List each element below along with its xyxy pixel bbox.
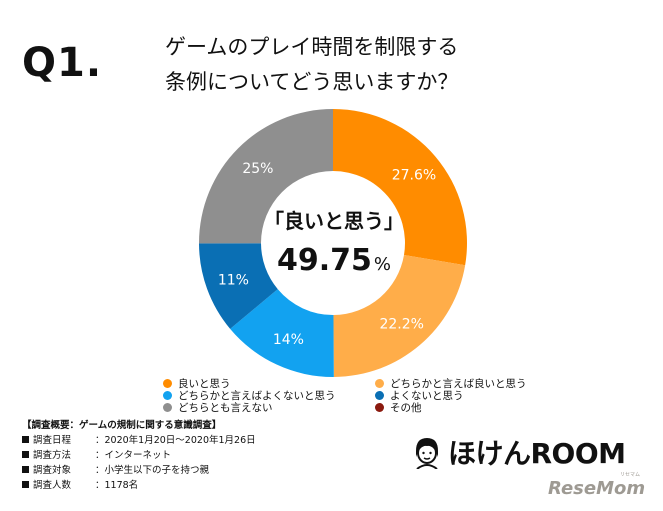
legend-label: その他 <box>390 402 422 414</box>
legend-item-rather-good: どちらかと言えば良いと思う <box>375 378 527 391</box>
legend-label: どちらかと言えばよくないと思う <box>178 390 336 402</box>
legend-label: どちらとも言えない <box>178 402 273 414</box>
bullet-square-icon <box>22 436 29 443</box>
slice-rather-bad <box>230 289 334 377</box>
slice-rather-good <box>333 254 466 377</box>
legend-dot-good <box>163 379 172 388</box>
center-value-unit: % <box>373 254 391 275</box>
survey-value: ：インターネット <box>95 450 172 461</box>
donut-chart: 27.6% 22.2% 14% 11% 25% <box>199 109 467 377</box>
survey-row: 調査対象 ：小学生以下の子を持つ親 <box>22 463 256 478</box>
legend-item-other: その他 <box>375 402 422 415</box>
chart-title: ゲームのプレイ時間を制限する 条例についてどう思いますか？ <box>165 30 545 100</box>
legend-item-neutral: どちらとも言えない <box>163 402 273 415</box>
survey-value: ：小学生以下の子を持つ親 <box>95 465 210 476</box>
survey-summary: 【調査概要：ゲームの規制に関する意識調査】 調査日程 ：2020年1月20日〜20… <box>22 418 256 493</box>
brand-name: ほけんROOM <box>448 437 626 470</box>
slice-neutral <box>199 109 333 244</box>
center-label: 「良いと思う」 <box>264 209 404 233</box>
survey-value: ：1178名 <box>95 480 139 491</box>
legend-dot-neutral <box>163 403 172 412</box>
survey-key: 調査日程 <box>33 435 72 446</box>
slice-rather-good-label: 22.2% <box>379 317 423 333</box>
survey-row: 調査方法 ：インターネット <box>22 448 256 463</box>
bullet-square-icon <box>22 466 29 473</box>
source-logo: ReseMom <box>548 478 646 499</box>
title-line-1: ゲームのプレイ時間を制限する <box>165 35 459 59</box>
question-number: Q1. <box>22 40 103 86</box>
slice-rather-bad-label: 14% <box>273 332 304 348</box>
survey-value: ：2020年1月20日〜2020年1月26日 <box>95 435 256 446</box>
legend-item-good: 良いと思う <box>163 378 231 391</box>
legend-dot-rather-bad <box>163 391 172 400</box>
slice-good-label: 27.6% <box>392 168 436 184</box>
legend-label: よくないと思う <box>390 390 464 402</box>
legend-dot-rather-good <box>375 379 384 388</box>
slice-bad <box>199 243 278 329</box>
brand-logo: ほけんROOM <box>412 432 626 472</box>
center-value: 49.75% <box>234 243 434 278</box>
slice-neutral-label: 25% <box>242 161 273 177</box>
legend-label: 良いと思う <box>178 378 231 390</box>
survey-row: 調査人数 ：1178名 <box>22 478 256 493</box>
legend-label: どちらかと言えば良いと思う <box>390 378 527 390</box>
slice-good <box>333 109 467 266</box>
center-value-number: 49.75 <box>276 243 372 278</box>
source-logo-sub: リセマム <box>620 472 641 478</box>
title-line-2: 条例についてどう思いますか？ <box>165 70 459 94</box>
bullet-square-icon <box>22 481 29 488</box>
person-face-icon <box>416 438 438 469</box>
survey-key: 調査人数 <box>33 480 72 491</box>
bullet-square-icon <box>22 451 29 458</box>
survey-key: 調査方法 <box>33 450 72 461</box>
survey-key: 調査対象 <box>33 465 72 476</box>
slice-bad-label: 11% <box>218 272 249 288</box>
legend-dot-other <box>375 403 384 412</box>
legend-item-rather-bad: どちらかと言えばよくないと思う <box>163 390 336 403</box>
legend-item-bad: よくないと思う <box>375 390 464 403</box>
legend-dot-bad <box>375 391 384 400</box>
survey-heading: 【調査概要：ゲームの規制に関する意識調査】 <box>22 420 222 431</box>
survey-row: 調査日程 ：2020年1月20日〜2020年1月26日 <box>22 433 256 448</box>
